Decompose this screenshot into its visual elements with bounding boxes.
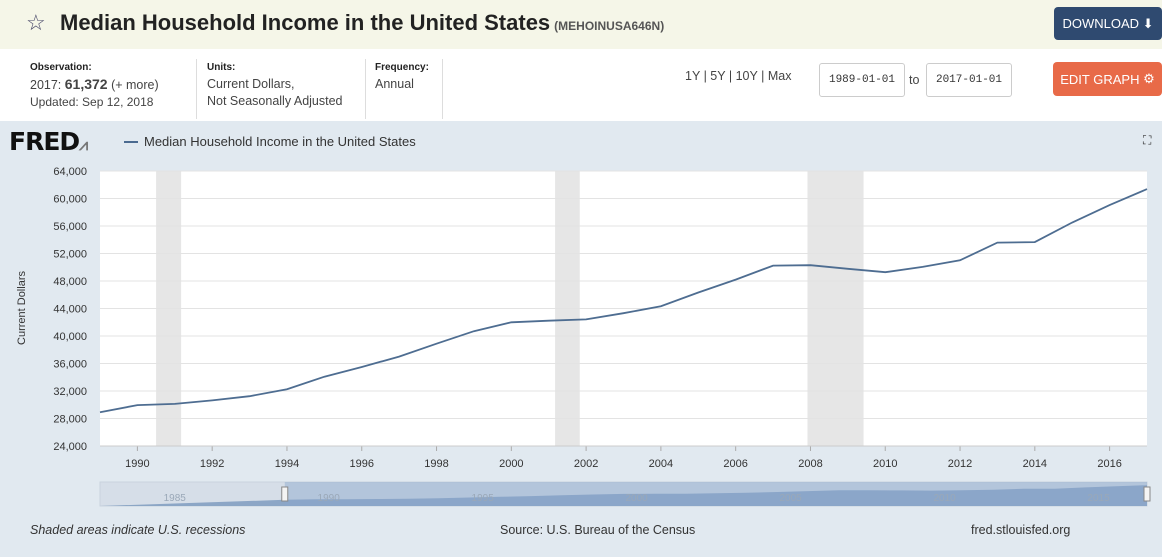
chart-logo-icon: ⩘ — [79, 135, 88, 154]
x-tick-label: 2000 — [499, 458, 523, 470]
series-line — [99, 188, 1148, 414]
navigator-label: 1990 — [318, 493, 341, 504]
observation-value: 61,372 — [64, 76, 108, 92]
fullscreen-icon[interactable]: ⛶ — [1143, 133, 1152, 147]
recession-note: Shaded areas indicate U.S. recessions — [30, 523, 246, 537]
navigator-label: 2010 — [933, 493, 956, 504]
y-tick-label: 36,000 — [53, 359, 87, 371]
source-note: Source: U.S. Bureau of the Census — [500, 523, 696, 537]
x-tick-label: 2002 — [574, 458, 598, 470]
y-tick-label: 52,000 — [53, 249, 87, 261]
y-tick-label: 56,000 — [53, 221, 87, 233]
x-tick-label: 2016 — [1097, 458, 1121, 470]
y-tick-label: 60,000 — [53, 194, 87, 206]
fred-logo: FRED⩘ — [9, 127, 88, 156]
range-10y[interactable]: 10Y — [735, 69, 758, 83]
x-tick-label: 1996 — [350, 458, 374, 470]
navigator-handle-right — [1143, 486, 1151, 502]
range-selector: 1Y | 5Y | 10Y | Max — [685, 69, 792, 83]
y-tick-label: 64,000 — [53, 166, 87, 178]
navigator-label: 2005 — [779, 493, 802, 504]
download-button[interactable]: DOWNLOAD ⬇ — [1054, 7, 1162, 40]
divider — [365, 59, 366, 119]
navigator-label: 1985 — [164, 493, 187, 504]
divider — [196, 59, 197, 119]
frequency-block: Frequency: Annual — [375, 62, 429, 91]
units-block: Units: Current Dollars, Not Seasonally A… — [207, 62, 343, 108]
range-1y[interactable]: 1Y — [685, 69, 701, 83]
legend-label[interactable]: Median Household Income in the United St… — [144, 134, 416, 149]
navigator-label: 2000 — [626, 493, 649, 504]
x-tick-label: 2010 — [873, 458, 897, 470]
navigator-selection — [284, 482, 1147, 506]
y-tick-label: 24,000 — [53, 441, 87, 453]
star-icon[interactable]: ☆ — [26, 10, 46, 35]
observation-block: Observation: 2017: 61,372 (+ more) Updat… — [30, 62, 159, 109]
navigator-handle-left — [281, 486, 289, 502]
x-tick-label: 1994 — [275, 458, 299, 470]
navigator-label: 1995 — [472, 493, 495, 504]
x-tick-label: 2012 — [948, 458, 972, 470]
navigator-label: 2015 — [1087, 493, 1110, 504]
x-tick-label: 1992 — [200, 458, 224, 470]
range-5y[interactable]: 5Y — [710, 69, 726, 83]
y-tick-label: 28,000 — [53, 414, 87, 426]
y-tick-label: 48,000 — [53, 276, 87, 288]
x-tick-label: 2014 — [1023, 458, 1047, 470]
x-tick-label: 2004 — [649, 458, 673, 470]
updated-date: Updated: Sep 12, 2018 — [30, 95, 154, 109]
y-tick-label: 44,000 — [53, 304, 87, 316]
start-date-input[interactable]: 1989-01-01 — [819, 63, 905, 97]
series-id: (MEHOINUSA646N) — [554, 19, 665, 33]
range-max[interactable]: Max — [767, 69, 792, 83]
more-link[interactable]: (+ more) — [111, 78, 159, 92]
edit-graph-button[interactable]: EDIT GRAPH ⚙ — [1053, 62, 1162, 96]
series-meta: Observation: 2017: 61,372 (+ more) Updat… — [0, 49, 1162, 121]
x-tick-label: 1990 — [125, 458, 149, 470]
y-tick-label: 40,000 — [53, 331, 87, 343]
navigator-series — [100, 485, 1147, 506]
end-date-input[interactable]: 2017-01-01 — [926, 63, 1012, 97]
y-tick-label: 32,000 — [53, 386, 87, 398]
page-title: Median Household Income in the United St… — [60, 10, 665, 35]
download-icon: ⬇ — [1142, 15, 1154, 31]
legend-swatch — [124, 141, 138, 143]
gear-icon: ⚙ — [1143, 71, 1155, 86]
x-tick-label: 2008 — [798, 458, 822, 470]
x-tick-label: 1998 — [424, 458, 448, 470]
x-tick-label: 2006 — [723, 458, 747, 470]
header-bar: ☆ Median Household Income in the United … — [0, 0, 1162, 49]
divider — [442, 59, 443, 119]
site-link[interactable]: fred.stlouisfed.org — [971, 523, 1071, 537]
